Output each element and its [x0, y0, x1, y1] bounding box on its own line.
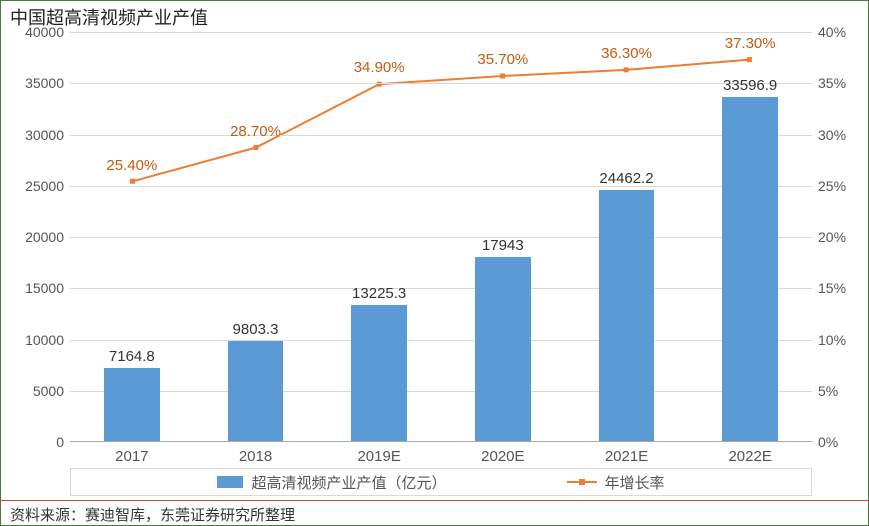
bar-value-label: 17943 [482, 237, 524, 254]
bar-value-label: 13225.3 [352, 285, 406, 302]
line-marker [500, 73, 505, 78]
ytick-left: 0 [14, 434, 64, 450]
ytick-right: 20% [818, 229, 863, 245]
line-marker [130, 179, 135, 184]
line-value-label: 35.70% [477, 51, 528, 68]
plot-area: 0500010000150002000025000300003500040000… [70, 32, 812, 442]
bar-value-label: 7164.8 [109, 348, 155, 365]
line-value-label: 25.40% [106, 157, 157, 174]
source-divider [0, 500, 869, 501]
grid-line [70, 135, 812, 136]
bar [228, 341, 284, 441]
line-marker [747, 57, 752, 62]
line-value-label: 37.30% [725, 35, 776, 52]
line-marker [624, 67, 629, 72]
ytick-left: 40000 [14, 24, 64, 40]
line-value-label: 34.90% [354, 59, 405, 76]
ytick-right: 35% [818, 75, 863, 91]
legend-label-bars: 超高清视频产业产值（亿元） [251, 472, 446, 493]
xtick: 2020E [481, 448, 524, 465]
grid-line [70, 391, 812, 392]
legend-item-line: 年增长率 [567, 472, 665, 493]
grid-line [70, 340, 812, 341]
ytick-right: 25% [818, 178, 863, 194]
legend-swatch-bar [217, 476, 243, 488]
bar [722, 97, 778, 441]
bar-value-label: 33596.9 [723, 77, 777, 94]
growth-line [133, 60, 750, 182]
legend-swatch-line [567, 481, 597, 483]
line-value-label: 36.30% [601, 45, 652, 62]
bar [475, 257, 531, 441]
ytick-right: 10% [818, 332, 863, 348]
grid-line [70, 288, 812, 289]
ytick-right: 0% [818, 434, 863, 450]
legend-item-bars: 超高清视频产业产值（亿元） [217, 472, 446, 493]
grid-line [70, 83, 812, 84]
bar-value-label: 24462.2 [599, 170, 653, 187]
xtick: 2017 [115, 448, 148, 465]
bar [104, 368, 160, 441]
grid-line [70, 32, 812, 33]
ytick-left: 30000 [14, 127, 64, 143]
ytick-left: 35000 [14, 75, 64, 91]
ytick-left: 15000 [14, 280, 64, 296]
bar-value-label: 9803.3 [233, 321, 279, 338]
ytick-right: 40% [818, 24, 863, 40]
ytick-right: 5% [818, 383, 863, 399]
legend-label-line: 年增长率 [605, 472, 665, 493]
ytick-right: 15% [818, 280, 863, 296]
xtick: 2018 [239, 448, 272, 465]
ytick-right: 30% [818, 127, 863, 143]
xtick: 2022E [728, 448, 771, 465]
legend: 超高清视频产业产值（亿元） 年增长率 [70, 468, 812, 496]
grid-line [70, 237, 812, 238]
xtick: 2021E [605, 448, 648, 465]
ytick-left: 10000 [14, 332, 64, 348]
ytick-left: 20000 [14, 229, 64, 245]
ytick-left: 5000 [14, 383, 64, 399]
bar [351, 305, 407, 441]
ytick-left: 25000 [14, 178, 64, 194]
xtick: 2019E [357, 448, 400, 465]
line-value-label: 28.70% [230, 123, 281, 140]
source-text: 资料来源：赛迪智库，东莞证券研究所整理 [10, 504, 295, 525]
grid-line [70, 186, 812, 187]
bar [599, 190, 655, 441]
line-marker [253, 145, 258, 150]
